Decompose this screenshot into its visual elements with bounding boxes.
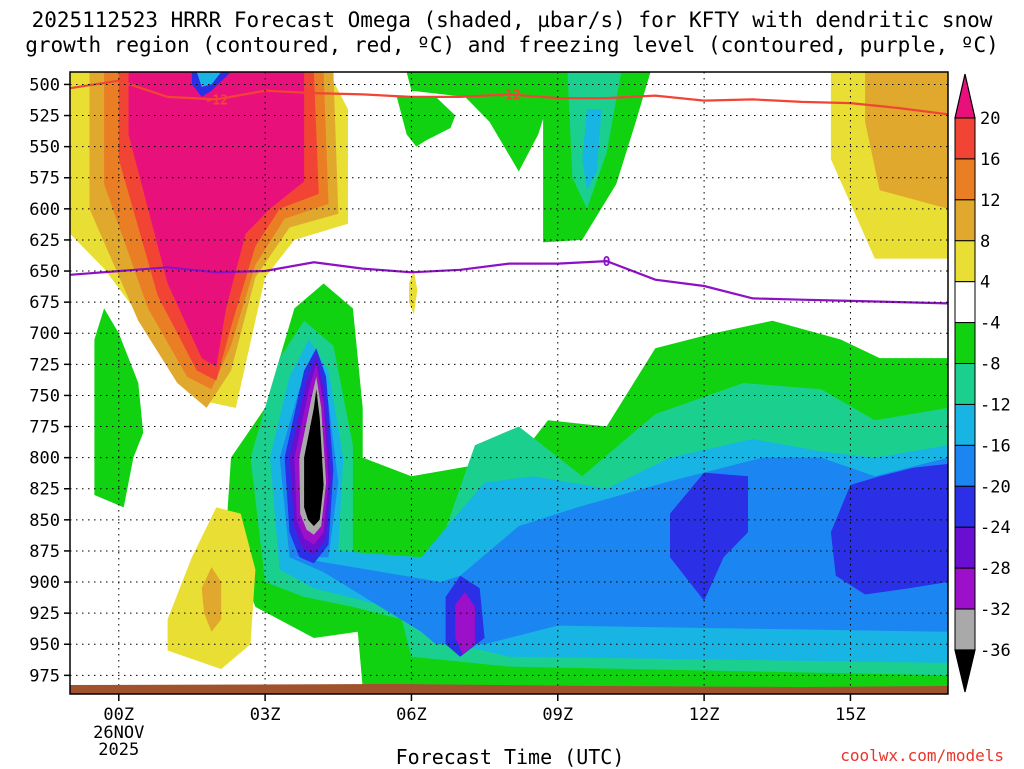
credit-link[interactable]: coolwx.com/models xyxy=(840,746,1004,765)
colorbar-arrow-top xyxy=(954,73,976,119)
colorbar-box--28_-24 xyxy=(954,526,976,569)
colorbar-label--24: -24 xyxy=(980,518,1011,538)
y-tick-label-575: 575 xyxy=(29,169,60,189)
chart-title-line-1: 2025112523 HRRR Forecast Omega (shaded, … xyxy=(31,8,993,32)
y-tick-label-975: 975 xyxy=(29,666,60,686)
y-tick-label-850: 850 xyxy=(29,511,60,531)
contour-line--12 xyxy=(70,79,948,116)
omega-region-10 xyxy=(279,358,948,645)
omega-region-28 xyxy=(409,271,418,315)
colorbar-box-4_8 xyxy=(954,240,976,283)
colorbar-label-16: 16 xyxy=(980,150,1000,170)
y-tick-label-775: 775 xyxy=(29,418,60,438)
chart-title-line-2: growth region (contoured, red, ºC) and f… xyxy=(25,33,999,57)
contour-label--12-0: -12 xyxy=(205,93,228,108)
colorbar-label-4: 4 xyxy=(980,273,990,293)
y-axis: 500 525 550 575 600 625 650 675 700 725 750 775 800 8… xyxy=(29,75,70,686)
colorbar-box-16_20 xyxy=(954,117,976,160)
y-tick-label-950: 950 xyxy=(29,635,60,655)
y-tick-label-625: 625 xyxy=(29,231,60,251)
y-tick-label-825: 825 xyxy=(29,480,60,500)
colorbar-label--8: -8 xyxy=(980,355,1000,375)
y-tick-label-525: 525 xyxy=(29,107,60,127)
colorbar-box-8_12 xyxy=(954,199,976,242)
y-tick-label-875: 875 xyxy=(29,542,60,562)
x-date-label-0: 26NOV xyxy=(93,723,144,743)
y-tick-label-675: 675 xyxy=(29,293,60,313)
omega-region-26 xyxy=(582,109,602,191)
x-axis-title: Forecast Time (UTC) xyxy=(395,745,625,769)
colorbar-arrow-bottom xyxy=(954,649,976,693)
colorbar-label--20: -20 xyxy=(980,477,1011,497)
y-tick-label-500: 500 xyxy=(29,75,60,95)
y-tick-label-650: 650 xyxy=(29,262,60,282)
omega-region-19 xyxy=(304,389,324,527)
colorbar-box--20_-16 xyxy=(954,444,976,487)
x-tick-label-15Z: 15Z xyxy=(835,705,866,725)
x-date-label-1: 2025 xyxy=(98,740,139,760)
y-tick-label-700: 700 xyxy=(29,324,60,344)
colorbar-label--12: -12 xyxy=(980,395,1011,415)
gridlines xyxy=(70,72,948,694)
colorbar: 20 16 12 8 4 -4 -8 -12 -16 -20 -24 -28 -32 -36 xyxy=(954,73,1011,693)
contour-label-0-0: 0 xyxy=(603,255,611,270)
colorbar-box--12_-8 xyxy=(954,363,976,405)
y-tick-label-900: 900 xyxy=(29,573,60,593)
y-tick-label-800: 800 xyxy=(29,449,60,469)
x-tick-label-06Z: 06Z xyxy=(396,705,427,725)
x-tick-label-09Z: 09Z xyxy=(542,705,573,725)
terrain-strip xyxy=(70,684,948,694)
colorbar-box--36_-32 xyxy=(954,608,976,651)
omega-region-12 xyxy=(670,472,748,601)
plot-frame xyxy=(69,71,949,695)
colorbar-label--4: -4 xyxy=(980,314,1000,334)
omega-shading xyxy=(70,72,948,688)
colorbar-label--28: -28 xyxy=(980,559,1011,579)
colorbar-box--32_-28 xyxy=(954,567,976,610)
colorbar-box-12_16 xyxy=(954,158,976,201)
omega-region-22 xyxy=(201,567,222,632)
x-tick-label-00Z: 00Z xyxy=(103,705,134,725)
y-tick-label-750: 750 xyxy=(29,386,60,406)
omega-region-30 xyxy=(196,72,222,87)
x-tick-label-12Z: 12Z xyxy=(689,705,720,725)
y-tick-label-725: 725 xyxy=(29,355,60,375)
omega-region-4 xyxy=(128,72,305,367)
colorbar-label--32: -32 xyxy=(980,600,1011,620)
colorbar-label-12: 12 xyxy=(980,191,1000,211)
colorbar-label-20: 20 xyxy=(980,109,1000,129)
colorbar-box--24_-20 xyxy=(954,485,976,528)
omega-region-13 xyxy=(830,463,948,595)
colorbar-box--16_-12 xyxy=(954,403,976,446)
y-tick-label-600: 600 xyxy=(29,200,60,220)
omega-region-16 xyxy=(455,592,475,655)
colorbar-label--36: -36 xyxy=(980,641,1011,661)
colorbar-box--4_4 xyxy=(954,281,976,324)
y-tick-label-550: 550 xyxy=(29,138,60,158)
contour-label--12-1: -12 xyxy=(497,88,520,103)
x-tick-label-03Z: 03Z xyxy=(250,705,281,725)
colorbar-label--16: -16 xyxy=(980,436,1011,456)
y-tick-label-925: 925 xyxy=(29,604,60,624)
colorbar-box--8_-4 xyxy=(954,322,976,365)
colorbar-label-8: 8 xyxy=(980,232,990,252)
